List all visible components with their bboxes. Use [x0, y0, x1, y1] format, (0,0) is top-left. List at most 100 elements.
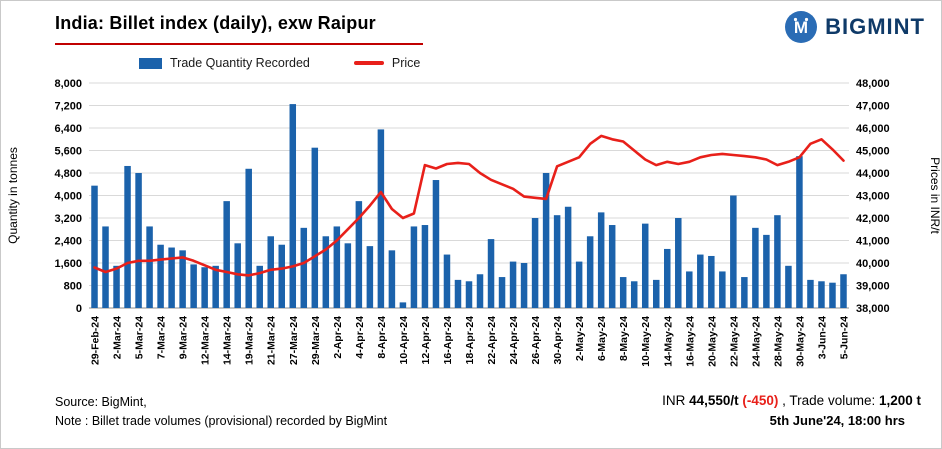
- title-underline: [55, 43, 423, 45]
- legend-item-quantity: Trade Quantity Recorded: [139, 56, 310, 70]
- quantity-bar: [542, 173, 550, 308]
- x-axis-label: 16-Apr-24: [442, 316, 454, 365]
- x-axis-label: 2-Mar-24: [112, 316, 124, 359]
- quantity-bar: [840, 274, 847, 308]
- x-axis-label: 28-May-24: [772, 316, 784, 367]
- left-axis-tick: 2,400: [54, 236, 82, 248]
- quantity-bar: [454, 279, 462, 309]
- quantity-bar: [333, 226, 341, 308]
- quantity-bar: [322, 236, 330, 308]
- quantity-bar: [763, 234, 770, 309]
- note-text: Note : Billet trade volumes (provisional…: [55, 414, 388, 428]
- x-axis-label: 20-May-24: [706, 316, 718, 367]
- x-axis-label: 30-Apr-24: [552, 316, 564, 365]
- x-axis-label: 22-May-24: [728, 316, 740, 367]
- right-axis-tick: 43,000: [856, 191, 890, 203]
- quantity-bar: [234, 243, 241, 308]
- svg-text:M: M: [794, 18, 808, 37]
- x-axis-label: 8-May-24: [618, 316, 630, 361]
- left-axis-tick: 5,600: [54, 146, 82, 158]
- quantity-bar: [796, 156, 803, 309]
- quantity-bar: [410, 226, 418, 308]
- x-axis-label: 24-May-24: [750, 316, 762, 367]
- x-axis-label: 12-Mar-24: [200, 316, 212, 365]
- x-axis-label: 9-Mar-24: [178, 316, 190, 359]
- x-axis-label: 8-Apr-24: [376, 316, 388, 359]
- legend-item-price: Price: [353, 56, 420, 70]
- x-axis-label: 18-Apr-24: [464, 316, 476, 365]
- quantity-bar: [829, 282, 836, 308]
- quantity-bar: [741, 277, 748, 308]
- x-axis-label: 10-Apr-24: [398, 316, 410, 365]
- quantity-bar: [498, 277, 506, 308]
- right-axis-title: Prices in INR/t: [928, 157, 942, 234]
- price-summary: INR 44,550/t (-450) , Trade volume: 1,20…: [662, 393, 921, 408]
- x-axis-label: 10-May-24: [640, 316, 652, 367]
- brand-name: BIGMINT: [825, 14, 925, 39]
- quantity-bar: [421, 225, 429, 308]
- quantity-bar: [388, 250, 396, 308]
- quantity-bar: [465, 281, 473, 308]
- x-axis-label: 30-May-24: [794, 316, 806, 367]
- x-axis-label: 2-Apr-24: [332, 316, 344, 359]
- quantity-bar: [752, 227, 759, 308]
- price-line: [93, 134, 845, 277]
- quantity-bar: [675, 218, 682, 308]
- quantity-bar: [697, 254, 704, 308]
- quantity-bar: [124, 165, 131, 308]
- x-axis-label: 29-Mar-24: [310, 316, 322, 365]
- quantity-bar: [730, 195, 737, 308]
- x-axis-label: 5-Jun-24: [838, 316, 850, 359]
- quantity-bar: [300, 227, 308, 308]
- left-axis-tick: 4,000: [54, 191, 82, 203]
- billet-chart: 0 38,000 800 39,000 1,600 40,000 2,400 41,000 3,…: [6, 78, 942, 367]
- quantity-bar: [289, 104, 297, 308]
- quantity-bar: [531, 218, 539, 308]
- quantity-swatch-icon: [139, 57, 162, 69]
- right-axis-tick: 44,000: [856, 168, 890, 180]
- quantity-bar: [179, 250, 186, 308]
- quantity-bar: [212, 265, 219, 308]
- quantity-bar: [476, 274, 484, 308]
- x-axis-label: 27-Mar-24: [288, 316, 300, 365]
- x-axis-label: 2-May-24: [574, 316, 586, 361]
- quantity-bar: [201, 267, 208, 308]
- right-axis-tick: 45,000: [856, 146, 890, 158]
- price-change: (-450): [738, 393, 779, 408]
- left-axis-tick: 0: [76, 303, 82, 315]
- x-axis-label: 12-Apr-24: [420, 316, 432, 365]
- right-axis-tick: 40,000: [856, 258, 890, 270]
- right-axis-tick: 47,000: [856, 101, 890, 113]
- x-axis-label: 16-May-24: [684, 316, 696, 367]
- legend-label-quantity: Trade Quantity Recorded: [170, 56, 310, 70]
- x-axis-label: 24-Apr-24: [508, 316, 520, 365]
- chart-legend: Trade Quantity Recorded Price: [139, 56, 420, 70]
- right-axis-tick: 39,000: [856, 281, 890, 293]
- quantity-bar: [807, 279, 814, 309]
- x-axis-label: 19-Mar-24: [244, 316, 256, 365]
- x-axis-label: 6-May-24: [596, 316, 608, 361]
- left-axis-title: Quantity in tonnes: [6, 147, 20, 244]
- right-axis-tick: 41,000: [856, 236, 890, 248]
- quantity-bar: [619, 277, 627, 308]
- price-value: 44,550/t: [689, 393, 739, 408]
- quantity-bar: [311, 147, 319, 308]
- quantity-bar: [785, 265, 792, 308]
- quantity-bar: [91, 185, 98, 308]
- volume-label: , Trade volume:: [778, 393, 879, 408]
- x-axis-label: 4-Apr-24: [354, 316, 366, 359]
- quantity-bar: [597, 212, 605, 309]
- left-axis-tick: 4,800: [54, 168, 82, 180]
- quantity-bar: [719, 271, 726, 308]
- quantity-bar: [157, 244, 164, 308]
- bigmint-logo-icon: M: [785, 11, 818, 43]
- quantity-bar: [223, 201, 230, 309]
- quantity-bar: [267, 236, 274, 308]
- x-axis-label: 14-May-24: [662, 316, 674, 367]
- quantity-bar: [168, 247, 175, 308]
- x-axis-label: 29-Feb-24: [90, 316, 102, 365]
- quantity-bar: [509, 261, 517, 308]
- quantity-bar: [653, 279, 660, 309]
- left-axis-tick: 1,600: [54, 258, 82, 270]
